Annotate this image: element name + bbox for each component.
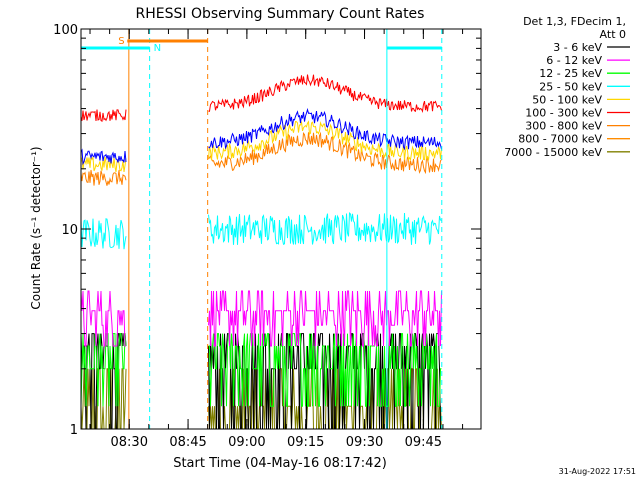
- annotation-s: S: [118, 36, 124, 47]
- series-line-kev-6-12-1: [208, 290, 442, 347]
- series-line-kev-100-300-1: [208, 74, 442, 114]
- series-line-kev-300-800-0: [80, 169, 127, 186]
- chart-title: RHESSI Observing Summary Count Rates: [136, 6, 425, 22]
- x-tick-label: 09:30: [346, 435, 383, 450]
- y-axis-label: Count Rate (s⁻¹ detector⁻¹): [29, 146, 43, 309]
- x-tick-label: 09:00: [228, 435, 265, 450]
- series-line-extra-blue-0: [80, 148, 127, 166]
- series-line-kev-12-25-0: [80, 333, 127, 407]
- series-line-kev-50-100-1: [208, 120, 442, 162]
- legend-label-4: 50 - 100 keV: [532, 93, 602, 106]
- x-tick-label: 09:15: [287, 435, 324, 450]
- annotation-n: N: [154, 43, 161, 54]
- legend-label-3: 25 - 50 keV: [539, 80, 602, 93]
- legend-label-7: 800 - 7000 keV: [518, 133, 602, 146]
- legend-label-1: 6 - 12 keV: [546, 54, 602, 67]
- axes: 1 10 100 08:30 08:45 09:00 09:15 09:30 09:45: [53, 23, 482, 450]
- legend-header-line2: Att 0: [600, 28, 626, 41]
- legend-label-2: 12 - 25 keV: [539, 67, 602, 80]
- footer-stamp: 31-Aug-2022 17:51: [559, 467, 636, 476]
- series-line-kev-25-50-0: [80, 218, 127, 250]
- y-tick-label: 1: [70, 423, 78, 438]
- x-tick-label: 09:45: [405, 435, 442, 450]
- legend-label-6: 300 - 800 keV: [525, 120, 602, 133]
- x-tick-label: 08:30: [111, 435, 148, 450]
- y-tick-label: 10: [61, 223, 78, 238]
- legend-label-5: 100 - 300 keV: [525, 107, 602, 120]
- legend-label-0: 3 - 6 keV: [553, 41, 602, 54]
- legend-label-8: 7000 - 15000 keV: [504, 146, 602, 159]
- plot-area: SN: [80, 29, 443, 430]
- series-line-kev-25-50-1: [208, 212, 442, 246]
- series-line-kev-300-800-1: [208, 131, 442, 175]
- series-line-kev-100-300-0: [80, 109, 127, 123]
- x-axis-label: Start Time (04-May-16 08:17:42): [173, 456, 387, 471]
- series-line-kev-12-25-1: [208, 333, 442, 407]
- series-line-kev-3-6-0: [80, 333, 127, 430]
- x-tick-label: 08:45: [169, 435, 206, 450]
- series-line-extra-blue-1: [208, 107, 442, 151]
- series-line-kev-6-12-0: [80, 290, 126, 347]
- legend-header-line1: Det 1,3, FDecim 1,: [523, 15, 626, 28]
- y-tick-label: 100: [53, 23, 78, 38]
